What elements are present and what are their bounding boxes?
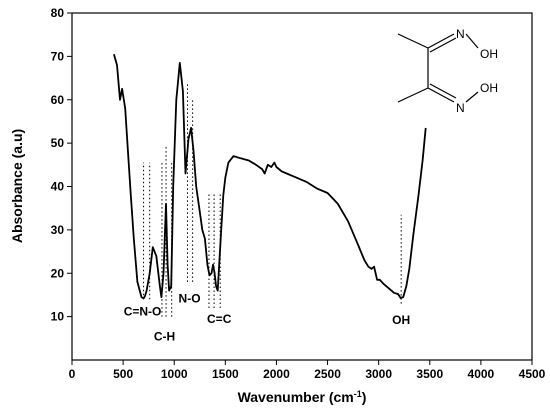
- x-tick-label: 3000: [365, 367, 392, 381]
- x-tick-label: 2000: [263, 367, 290, 381]
- molecule-structure: N N OH OH: [397, 27, 498, 115]
- spectrum-line: [113, 53, 427, 300]
- x-tick-label: 2500: [314, 367, 341, 381]
- molecule-oh-bottom: OH: [480, 81, 498, 95]
- y-tick-label: 50: [51, 136, 65, 150]
- y-tick-label: 70: [51, 49, 65, 63]
- x-tick-label: 3500: [416, 367, 443, 381]
- x-tick-label: 1500: [212, 367, 239, 381]
- x-tick-label: 500: [113, 367, 133, 381]
- y-tick-label: 30: [51, 223, 65, 237]
- y-tick-label: 80: [51, 6, 65, 20]
- y-axis-label: Absorbance (a.u): [9, 129, 25, 243]
- y-axis-ticks: 10 20 30 40 50 60 70 80: [51, 6, 72, 324]
- molecule-bonds: [397, 33, 479, 103]
- y-tick-label: 20: [51, 266, 65, 280]
- y-tick-label: 10: [51, 310, 65, 324]
- x-tick-label: 1000: [161, 367, 188, 381]
- annotation-label: C-H: [154, 329, 175, 343]
- x-tick-label: 4000: [468, 367, 495, 381]
- x-tick-label: 0: [69, 367, 76, 381]
- x-axis-label: Wavenumber (cm-1): [238, 389, 367, 405]
- annotation-label: N-O: [179, 291, 201, 305]
- x-axis-label-text: Wavenumber (cm: [238, 389, 354, 405]
- y-tick-label: 60: [51, 93, 65, 107]
- molecule-oh-top: OH: [480, 47, 498, 61]
- x-axis-label-superscript: -1: [354, 389, 362, 399]
- x-tick-label: 4500: [519, 367, 546, 381]
- x-axis-label-close: ): [362, 389, 367, 405]
- annotation-label: OH: [392, 313, 410, 327]
- molecule-n-top: N: [456, 27, 465, 41]
- y-tick-label: 40: [51, 180, 65, 194]
- annotation-label: C=C: [207, 312, 232, 326]
- annotation-label: C=N-O: [124, 304, 162, 318]
- x-axis-ticks: 0 500 1000 1500 2000 2500 3000 3500 4000 4500: [69, 360, 546, 381]
- molecule-n-bottom: N: [456, 101, 465, 115]
